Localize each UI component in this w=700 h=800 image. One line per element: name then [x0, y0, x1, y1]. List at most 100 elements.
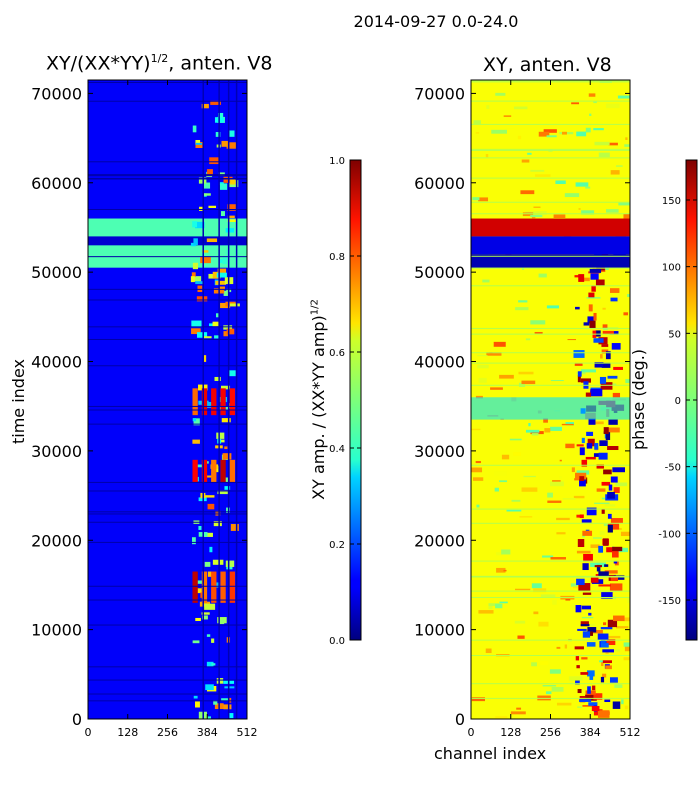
phase-stripe — [594, 362, 604, 368]
phase-patch — [472, 477, 484, 481]
amp-stripe — [193, 418, 200, 426]
phase-patch — [496, 552, 503, 556]
amp-stripe — [214, 335, 220, 339]
phase-stripe — [601, 509, 605, 514]
amp-stripe — [214, 376, 221, 381]
phase-stripe — [609, 331, 619, 335]
phase-time-gap — [471, 267, 630, 269]
phase-patch — [518, 300, 528, 303]
phase-stripe — [593, 693, 603, 700]
phase-patch — [534, 331, 543, 334]
left-axes-xtick-label: 128 — [117, 726, 138, 739]
amp-bright-block — [201, 459, 208, 483]
left-title-main: XY/(XX*YY) — [46, 52, 151, 75]
phase-patch — [513, 106, 528, 110]
phase-patch — [523, 475, 536, 478]
phase-patch — [625, 379, 630, 384]
phase-stripe — [585, 392, 592, 397]
phase-stripe — [581, 519, 592, 523]
phase-patch — [518, 371, 534, 375]
phase-patch — [614, 684, 623, 688]
phase-patch — [553, 214, 566, 218]
phase-time-gap — [471, 596, 630, 598]
phase-patch — [531, 433, 539, 436]
phase-patch — [605, 651, 609, 654]
amp-stripe — [193, 238, 198, 246]
amp-time-gap — [88, 299, 247, 301]
left-axes-ytick-label: 60000 — [31, 174, 82, 193]
phase-patch — [521, 159, 530, 163]
phase-patch — [510, 711, 526, 715]
amp-bright-block — [192, 388, 198, 416]
phase-patch — [495, 92, 506, 96]
phase-patch — [533, 611, 539, 615]
phase-time-gap — [471, 177, 630, 179]
right-axes-xtick-label: 0 — [468, 726, 475, 739]
amp-bright-block — [201, 388, 208, 416]
phase-time-gap — [471, 384, 630, 386]
phase-patch — [581, 210, 595, 215]
phase-patch — [490, 387, 503, 390]
amp-time-gap — [88, 521, 247, 523]
phase-patch — [478, 610, 494, 614]
phase-time-gap — [471, 683, 630, 685]
phase-time-gap — [471, 352, 630, 354]
phase-patch — [511, 499, 521, 502]
phase-patch — [472, 197, 480, 201]
left-colorbar-tick-label: 0.4 — [329, 444, 345, 455]
amp-bright-block — [229, 571, 236, 603]
phase-patch — [598, 152, 610, 158]
phase-patch — [530, 169, 545, 172]
phase-stripe — [607, 524, 613, 533]
right-axes-ytick-label: 30000 — [414, 442, 465, 461]
phase-patch — [556, 702, 572, 706]
phase-stripe — [576, 578, 585, 586]
amp-stripe — [203, 182, 211, 189]
amp-time-gap — [88, 693, 247, 695]
amp-stripe — [226, 328, 235, 335]
phase-stripe — [590, 388, 603, 397]
phase-patch — [493, 341, 506, 347]
phase-patch — [513, 452, 521, 456]
phase-stripe — [576, 444, 584, 447]
amp-stripe — [208, 205, 217, 209]
amp-stripe — [192, 276, 202, 282]
phase-stripe — [610, 476, 618, 483]
amp-stripe — [217, 268, 227, 276]
phase-patch — [515, 588, 531, 591]
phase-stripe — [580, 624, 590, 627]
phase-patch — [499, 601, 508, 604]
amp-stripe — [190, 276, 195, 283]
phase-patch — [624, 705, 629, 710]
phase-patch — [516, 707, 522, 710]
amp-stripe — [218, 112, 224, 118]
amp-stripe — [211, 663, 216, 666]
phase-patch — [540, 594, 556, 597]
phase-patch — [538, 273, 547, 278]
phase-stripe — [574, 363, 583, 366]
phase-patch — [504, 127, 514, 130]
amp-stripe — [228, 370, 236, 377]
phase-time-gap — [471, 655, 630, 657]
phase-stripe — [603, 427, 609, 434]
phase-patch — [623, 657, 630, 661]
phase-patch — [592, 421, 604, 425]
phase-patch — [509, 438, 522, 441]
right-axes-ytick-label: 10000 — [414, 621, 465, 640]
phase-stripe — [589, 672, 594, 680]
phase-stripe — [588, 304, 593, 312]
phase-stripe — [603, 469, 612, 475]
phase-stripe — [587, 316, 595, 324]
right-xlabel: channel index — [434, 744, 547, 763]
phase-stripe — [607, 619, 618, 628]
right-axes-xtick-label: 128 — [500, 726, 521, 739]
phase-stripe — [609, 677, 618, 683]
phase-patch — [616, 626, 629, 629]
amp-stripe — [198, 525, 202, 530]
amp-stripe — [195, 142, 203, 145]
amplitude-heatmap — [88, 80, 247, 719]
phase-patch — [599, 660, 606, 663]
phase-stripe — [606, 639, 616, 646]
phase-stripe — [595, 574, 602, 578]
